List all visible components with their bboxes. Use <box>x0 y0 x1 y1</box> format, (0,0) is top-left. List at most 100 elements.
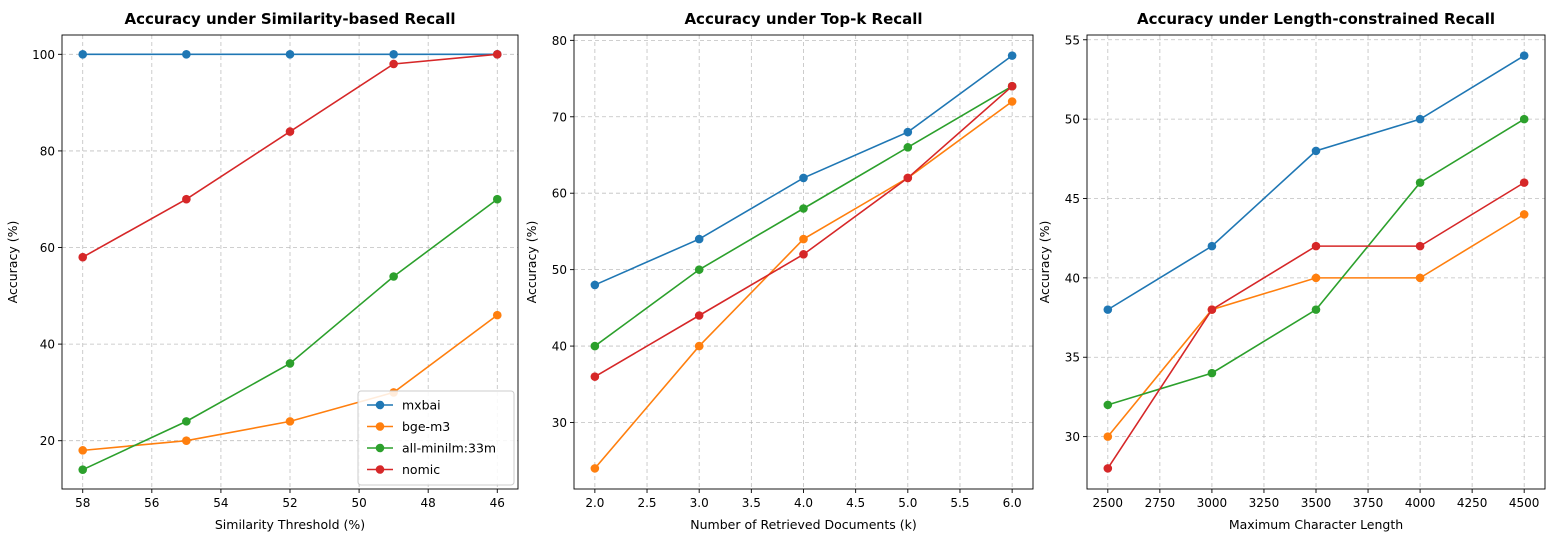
x-tick-label: 3750 <box>1353 496 1384 510</box>
chart-title: Accuracy under Similarity-based Recall <box>124 10 455 28</box>
data-point <box>590 341 600 351</box>
data-point <box>903 127 913 137</box>
y-tick-label: 40 <box>1065 271 1080 285</box>
data-point <box>1311 305 1321 314</box>
plot-frame <box>61 34 519 490</box>
chart-title: Accuracy under Top-k Recall <box>684 10 922 28</box>
data-point <box>1311 273 1321 283</box>
data-point <box>799 250 808 259</box>
data-point <box>1207 305 1217 314</box>
chart-panel-3: 2500 2750 3000 3250 3500 3750 4000 4250 4500 30 35… <box>1037 10 1546 532</box>
series-all-minilm:33m <box>1103 114 1529 410</box>
data-point <box>1207 241 1217 251</box>
x-ticks: 58 56 54 52 50 48 46 <box>75 489 505 510</box>
y-tick-label: 30 <box>552 416 567 430</box>
y-tick-label: 100 <box>32 48 55 62</box>
y-tick-label: 55 <box>1065 33 1080 47</box>
x-tick-label: 5.0 <box>898 496 917 510</box>
y-tick-label: 60 <box>40 241 55 255</box>
y-tick-label: 50 <box>1065 113 1080 127</box>
data-point <box>78 446 88 455</box>
x-tick-label: 3250 <box>1249 496 1280 510</box>
y-axis-label: Accuracy (%) <box>524 221 539 304</box>
legend-box <box>357 390 515 486</box>
data-point <box>590 280 600 290</box>
data-point <box>1519 178 1529 187</box>
x-tick-label: 4.5 <box>846 496 865 510</box>
series-group <box>1103 51 1529 473</box>
x-tick-label: 4500 <box>1509 496 1540 510</box>
data-point <box>1103 305 1113 314</box>
legend-marker <box>375 400 385 410</box>
x-tick-label: 4250 <box>1457 496 1488 510</box>
data-point <box>694 234 704 244</box>
data-point <box>389 59 398 69</box>
data-point <box>903 143 913 152</box>
x-axis-label: Maximum Character Length <box>1229 517 1403 532</box>
y-tick-label: 20 <box>40 434 55 448</box>
y-ticks: 20 40 60 80 100 <box>32 48 62 448</box>
series-all-minilm:33m <box>78 194 502 474</box>
series-nomic <box>1103 178 1529 473</box>
data-point <box>694 341 704 351</box>
x-gridlines <box>1107 35 1525 489</box>
legend-label: all-minilm:33m <box>402 441 496 456</box>
series-mxbai <box>1103 51 1529 314</box>
y-ticks: 30 35 40 45 50 55 <box>1065 33 1087 444</box>
data-point <box>1007 51 1017 60</box>
y-tick-label: 70 <box>552 110 567 124</box>
data-point <box>1415 178 1425 187</box>
legend: mxbai bge-m3 all-minilm:33m nomic <box>357 390 515 486</box>
legend-item-bge-m3: bge-m3 <box>367 419 450 434</box>
data-point <box>694 265 704 274</box>
chart-panels: 58 56 54 52 50 48 46 20 40 60 80 100 Accuracy under … <box>5 10 1546 532</box>
y-gridlines <box>1087 39 1545 438</box>
x-tick-label: 2.0 <box>585 496 604 510</box>
data-point <box>1007 97 1017 106</box>
x-tick-label: 46 <box>490 496 505 510</box>
data-point <box>1007 81 1017 91</box>
y-tick-label: 40 <box>552 340 567 354</box>
data-point <box>1415 114 1425 124</box>
series-nomic <box>590 81 1017 381</box>
x-tick-label: 2500 <box>1093 496 1124 510</box>
data-point <box>1311 146 1321 156</box>
legend-marker <box>375 422 385 431</box>
x-tick-label: 6.0 <box>1003 496 1022 510</box>
legend-item-nomic: nomic <box>367 462 440 477</box>
data-point <box>285 127 295 136</box>
x-axis-label: Similarity Threshold (%) <box>215 517 365 532</box>
series-group <box>590 51 1017 473</box>
data-point <box>590 464 600 473</box>
x-tick-label: 5.5 <box>950 496 969 510</box>
data-point <box>1311 241 1321 251</box>
y-tick-label: 30 <box>1065 430 1080 444</box>
plot-frame <box>573 34 1034 490</box>
data-point <box>285 359 295 368</box>
y-tick-label: 40 <box>40 338 55 352</box>
x-tick-label: 3000 <box>1197 496 1228 510</box>
data-point <box>1519 210 1529 219</box>
series-nomic <box>78 50 502 262</box>
x-tick-label: 54 <box>213 496 228 510</box>
y-tick-label: 45 <box>1065 192 1080 206</box>
legend-label: nomic <box>402 462 440 477</box>
y-tick-label: 80 <box>40 144 55 158</box>
data-point <box>799 234 808 244</box>
chart-panel-2: 2.0 2.5 3.0 3.5 4.0 4.5 5.0 5.5 6.0 30 40 50 60 70 80 A… <box>524 10 1034 532</box>
data-point <box>78 50 88 59</box>
data-point <box>799 204 808 213</box>
legend-label: bge-m3 <box>402 419 450 434</box>
data-point <box>1415 241 1425 251</box>
y-ticks: 30 40 50 60 70 80 <box>552 34 574 430</box>
data-point <box>182 417 191 426</box>
x-tick-label: 4000 <box>1405 496 1436 510</box>
x-axis-label: Number of Retrieved Documents (k) <box>690 517 916 532</box>
series-mxbai <box>590 51 1017 290</box>
x-tick-label: 3500 <box>1301 496 1332 510</box>
data-point <box>1103 432 1113 441</box>
series-bge-m3 <box>590 97 1017 473</box>
data-point <box>1519 114 1529 124</box>
